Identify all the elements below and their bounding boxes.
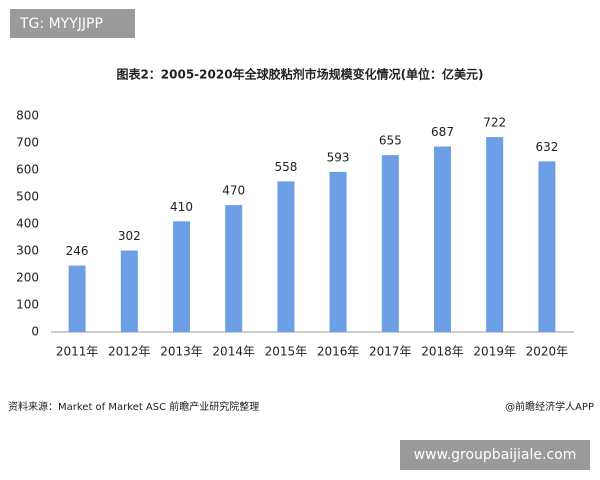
x-tick-label: 2013年 bbox=[160, 345, 203, 359]
x-tick-label: 2015年 bbox=[265, 345, 308, 359]
x-tick-label: 2020年 bbox=[526, 345, 569, 359]
value-label: 558 bbox=[274, 160, 297, 174]
bar bbox=[120, 250, 138, 332]
y-tick-label: 0 bbox=[31, 325, 39, 339]
bar bbox=[538, 161, 556, 332]
bar bbox=[225, 205, 243, 332]
watermark: www.groupbaijiale.com bbox=[414, 447, 577, 463]
value-label: 593 bbox=[327, 150, 350, 164]
x-tick-label: 2011年 bbox=[56, 345, 99, 359]
value-label: 632 bbox=[535, 140, 558, 154]
value-label: 722 bbox=[483, 116, 506, 130]
bar bbox=[329, 171, 347, 332]
bar bbox=[68, 265, 86, 332]
value-label: 470 bbox=[222, 184, 245, 198]
bar bbox=[486, 137, 504, 332]
x-tick-label: 2018年 bbox=[421, 345, 464, 359]
x-tick-label: 2014年 bbox=[212, 345, 255, 359]
x-tick-label: 2019年 bbox=[473, 345, 516, 359]
y-tick-label: 500 bbox=[16, 190, 39, 204]
chart-title: 图表2：2005-2020年全球胶粘剂市场规模变化情况(单位：亿美元) bbox=[116, 67, 483, 82]
bar bbox=[277, 181, 295, 332]
value-label: 655 bbox=[379, 134, 402, 148]
bar bbox=[173, 221, 190, 332]
x-tick-label: 2016年 bbox=[317, 345, 360, 359]
y-tick-label: 800 bbox=[16, 109, 39, 123]
credit: @前瞻经济学人APP bbox=[505, 400, 594, 413]
badge: TG: MYYJJPP bbox=[19, 16, 103, 32]
source: 资料来源：Market of Market ASC 前瞻产业研究院整理 bbox=[8, 400, 259, 413]
badge-box bbox=[10, 9, 135, 38]
y-tick-label: 400 bbox=[16, 217, 39, 231]
y-tick-label: 300 bbox=[16, 244, 39, 258]
watermark-box bbox=[400, 440, 590, 470]
bar bbox=[381, 155, 399, 332]
value-label: 302 bbox=[118, 229, 141, 243]
bar bbox=[434, 146, 451, 332]
y-tick-label: 100 bbox=[16, 298, 39, 312]
x-tick-label: 2017年 bbox=[369, 345, 412, 359]
y-tick-label: 600 bbox=[16, 163, 39, 177]
value-label: 687 bbox=[431, 125, 454, 139]
value-label: 410 bbox=[170, 200, 193, 214]
x-tick-label: 2012年 bbox=[108, 345, 151, 359]
value-label: 246 bbox=[66, 244, 89, 258]
y-tick-label: 200 bbox=[16, 271, 39, 285]
y-tick-label: 700 bbox=[16, 136, 39, 150]
